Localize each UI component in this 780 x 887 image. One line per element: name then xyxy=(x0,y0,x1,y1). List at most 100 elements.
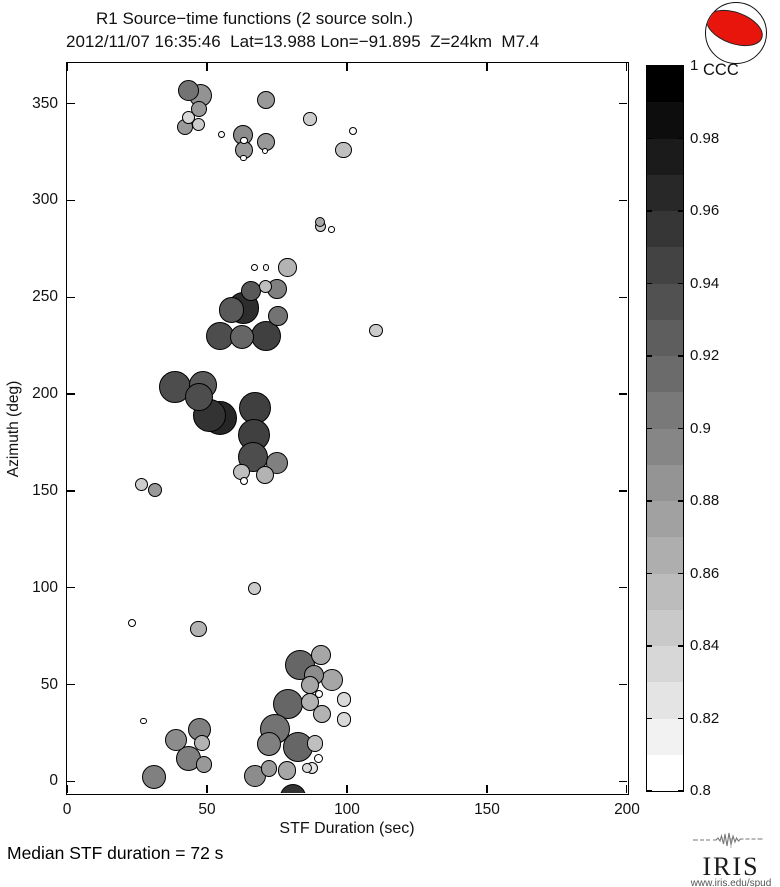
stf-data-point xyxy=(278,257,297,277)
colorbar-segment xyxy=(647,754,683,792)
colorbar-tick-label: 0.84 xyxy=(690,637,720,654)
stf-data-point xyxy=(349,126,358,135)
colorbar-tick-left xyxy=(647,572,652,575)
colorbar-segment xyxy=(647,609,683,647)
stf-data-point xyxy=(192,118,206,132)
stf-data-point xyxy=(336,712,352,727)
y-tick-mark-right xyxy=(619,490,627,492)
colorbar-tick-left xyxy=(647,427,652,430)
x-tick-mark xyxy=(626,785,627,793)
colorbar-tick-left xyxy=(647,355,652,357)
stf-data-point xyxy=(191,101,208,118)
stf-data-point xyxy=(177,79,199,101)
colorbar-tick-left xyxy=(647,210,652,212)
colorbar-tick-right xyxy=(678,210,683,212)
stf-data-point xyxy=(315,689,324,698)
stf-data-point xyxy=(190,620,207,638)
x-tick-mark xyxy=(486,785,488,793)
y-tick-mark xyxy=(67,780,75,783)
y-tick-mark-right xyxy=(619,296,627,299)
stf-data-point xyxy=(301,676,320,695)
median-stf-note: Median STF duration = 72 s xyxy=(7,843,224,863)
x-tick-mark-top xyxy=(626,63,627,71)
stf-data-point xyxy=(306,735,324,752)
colorbar-segment xyxy=(647,66,683,103)
x-tick-mark-top xyxy=(206,63,208,71)
stf-data-point xyxy=(301,763,312,774)
stf-data-point xyxy=(255,466,274,485)
stf-data-point xyxy=(195,756,213,774)
colorbar-segment xyxy=(647,392,683,429)
x-tick-label: 150 xyxy=(474,801,500,818)
colorbar-tick-label: 0.8 xyxy=(690,782,711,799)
colorbar-tick-right xyxy=(678,66,683,68)
y-tick-mark xyxy=(67,586,75,589)
colorbar-tick-right xyxy=(678,137,683,140)
x-tick-mark-top xyxy=(67,63,68,71)
colorbar-segment xyxy=(647,573,683,611)
colorbar-tick-label: 0.98 xyxy=(690,129,720,147)
chart-title: R1 Source−time functions (2 source soln.… xyxy=(96,9,414,28)
stf-data-point xyxy=(240,154,247,162)
focal-mechanism-beachball-icon xyxy=(705,2,767,64)
x-tick-label: 100 xyxy=(334,801,360,818)
y-tick-label: 250 xyxy=(32,288,58,306)
x-axis-title: STF Duration (sec) xyxy=(279,820,415,837)
colorbar-tick-label: 0.86 xyxy=(690,564,720,582)
stf-data-point xyxy=(335,141,352,159)
x-tick-mark-top xyxy=(486,63,488,71)
colorbar-segment xyxy=(647,428,683,466)
y-tick-label: 100 xyxy=(32,578,58,596)
stf-data-point xyxy=(240,477,249,486)
y-tick-mark-right xyxy=(619,393,627,395)
y-tick-mark xyxy=(67,490,75,492)
colorbar-tick-label: 0.92 xyxy=(690,347,720,364)
x-tick-mark xyxy=(206,785,208,793)
colorbar-tick-label: 0.88 xyxy=(690,492,720,509)
colorbar-tick-left xyxy=(647,645,652,647)
colorbar-tick-left xyxy=(647,500,652,502)
colorbar-tick-right xyxy=(678,572,683,575)
colorbar-segment xyxy=(647,247,683,284)
colorbar-tick-left xyxy=(647,789,652,791)
stf-data-point xyxy=(240,280,261,301)
stf-data-point xyxy=(165,728,188,751)
colorbar-tick-right xyxy=(678,717,683,720)
stf-data-point xyxy=(181,110,195,124)
colorbar-tick-label: 0.96 xyxy=(690,202,720,219)
stf-data-point xyxy=(147,482,163,498)
y-tick-mark xyxy=(67,199,75,202)
colorbar-segment xyxy=(647,356,683,393)
y-tick-label: 50 xyxy=(40,675,58,693)
colorbar-segment xyxy=(647,174,683,212)
iris-logo: IRIS www.iris.edu/spud xyxy=(683,832,779,887)
stf-data-point xyxy=(279,783,306,793)
stf-data-point xyxy=(256,731,281,756)
stf-data-point xyxy=(193,734,211,752)
colorbar-title: CCC xyxy=(703,61,739,79)
colorbar-tick-right xyxy=(678,355,683,357)
y-tick-mark xyxy=(67,683,75,686)
stf-data-point xyxy=(250,263,259,271)
colorbar-tick-left xyxy=(647,282,652,285)
stf-data-point xyxy=(140,717,147,725)
colorbar-tick-label: 0.94 xyxy=(690,274,720,292)
x-tick-label: 200 xyxy=(614,801,640,818)
stf-data-point xyxy=(184,382,213,411)
colorbar-tick-label: 1 xyxy=(690,57,699,74)
beachball-compression-lobe xyxy=(706,3,766,54)
stf-data-point xyxy=(277,761,297,780)
iris-logo-text: IRIS xyxy=(702,852,760,881)
stf-data-point xyxy=(313,753,324,764)
stf-data-point xyxy=(315,216,326,227)
y-tick-mark-right xyxy=(619,102,627,105)
colorbar-tick-right xyxy=(678,282,683,285)
colorbar-tick-right xyxy=(678,645,683,647)
chart-subtitle: 2012/11/07 16:35:46 Lat=13.988 Lon=−91.8… xyxy=(66,32,540,51)
stf-data-point xyxy=(260,760,278,777)
stf-data-point xyxy=(218,297,245,323)
stf-data-point xyxy=(259,279,273,294)
stf-data-point xyxy=(240,136,248,145)
colorbar-tick-label: 0.82 xyxy=(690,709,720,727)
